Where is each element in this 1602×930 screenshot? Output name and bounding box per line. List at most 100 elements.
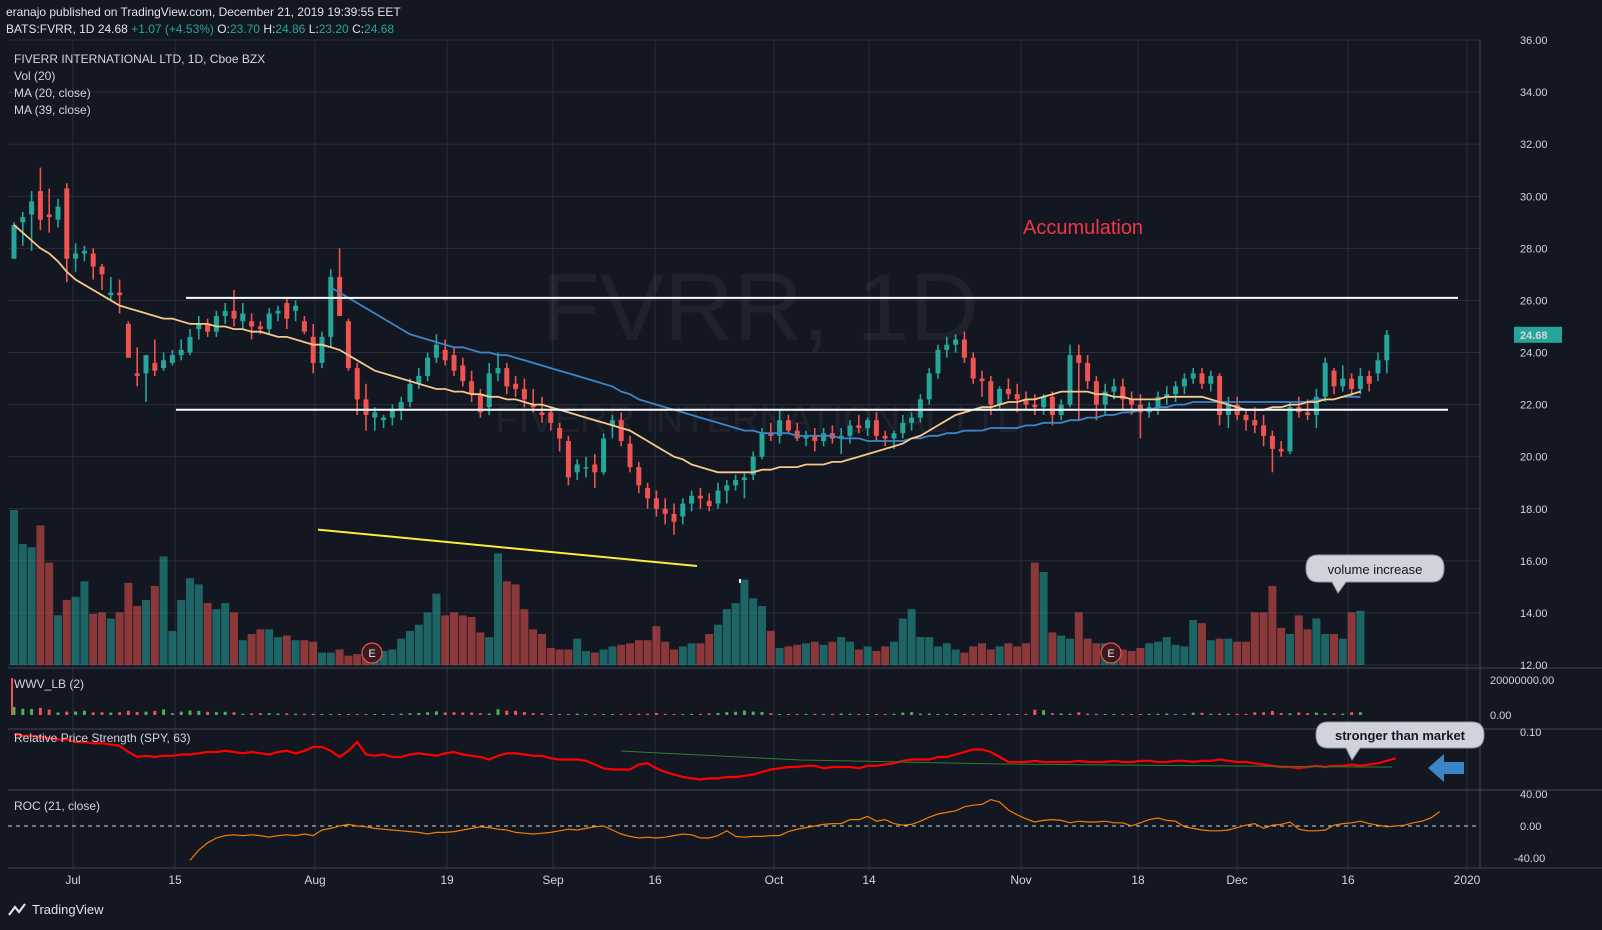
accumulation-label: Accumulation <box>1023 217 1143 239</box>
open-value: 23.70 <box>229 22 260 36</box>
candle <box>935 344 941 379</box>
volume-bar <box>784 646 793 665</box>
volume-bar <box>485 637 494 665</box>
candle <box>451 347 457 376</box>
wwv-bar <box>751 711 755 715</box>
candle <box>1181 373 1187 395</box>
candle <box>1005 378 1011 400</box>
volume-bar <box>978 643 986 665</box>
volume-bar <box>1198 623 1206 665</box>
time-tick-label: Dec <box>1226 873 1247 887</box>
candle <box>733 474 739 491</box>
candle <box>222 303 228 324</box>
candle <box>205 318 211 337</box>
wwv-bar <box>56 712 60 715</box>
roc-line <box>189 798 1440 861</box>
wwv-bar <box>179 711 183 715</box>
candle <box>557 422 563 452</box>
volume-bar <box>256 629 265 665</box>
candle <box>583 456 589 478</box>
candle <box>1190 368 1196 384</box>
tradingview-logo-icon <box>8 902 26 916</box>
wwv-bar <box>1218 713 1222 715</box>
wwv-bar <box>197 710 201 715</box>
candle <box>178 339 184 361</box>
candle <box>389 404 395 426</box>
candle <box>873 412 879 442</box>
candle <box>1173 381 1179 402</box>
volume-bar <box>863 646 872 665</box>
volume-bar <box>27 547 36 665</box>
candle <box>81 245 87 262</box>
wwv-tick-label: 0.00 <box>1490 710 1511 722</box>
volume-bar <box>18 544 27 665</box>
rps-line <box>13 733 1396 781</box>
wwv-bar <box>980 713 984 715</box>
candle <box>319 331 325 369</box>
volume-bar <box>819 644 828 665</box>
brand-label: TradingView <box>32 902 104 917</box>
volume-bar <box>828 641 837 665</box>
volume-bar <box>502 581 511 665</box>
candle <box>909 412 915 431</box>
volume-bar <box>1286 634 1294 665</box>
candle <box>477 388 483 418</box>
candle <box>900 415 906 439</box>
candle <box>433 334 439 363</box>
tradingview-brand[interactable]: TradingView <box>8 902 104 917</box>
volume-bar <box>661 641 670 665</box>
candle <box>1093 375 1099 421</box>
wwv-bar <box>417 712 421 715</box>
wwv-bar <box>496 709 500 715</box>
low-value: 23.20 <box>318 22 349 36</box>
volume-bar <box>538 634 546 665</box>
close-value: 24.68 <box>364 22 395 36</box>
time-tick-label: 2020 <box>1454 873 1481 887</box>
wwv-bar <box>470 712 474 715</box>
volume-bar <box>388 649 397 665</box>
volume-bar <box>1268 585 1277 665</box>
wwv-bar <box>962 714 966 715</box>
volume-bar <box>916 637 925 665</box>
candle <box>724 480 730 504</box>
volume-bar <box>758 606 766 665</box>
candle <box>988 375 994 415</box>
wwv-bar <box>707 713 711 715</box>
volume-bar <box>353 654 362 665</box>
volume-bar <box>423 612 432 665</box>
volume-bar <box>203 603 212 665</box>
volume-bar <box>98 612 106 665</box>
wwv-bar <box>1279 713 1283 715</box>
volume-bar <box>1136 647 1145 665</box>
wwv-bar <box>936 714 940 715</box>
candle <box>354 362 360 415</box>
candle <box>1023 391 1029 410</box>
watermark-main: FVRR, 1D <box>541 254 978 361</box>
svg-text:E: E <box>1107 648 1114 660</box>
volume-bar <box>810 641 819 665</box>
candle <box>627 435 633 473</box>
time-tick-label: 19 <box>440 873 454 887</box>
wwv-bar <box>778 714 782 715</box>
wwv-bar <box>1033 709 1037 715</box>
wwv-bar <box>1209 713 1213 715</box>
volume-bar <box>80 581 89 665</box>
candle <box>680 498 686 525</box>
roc-tick-label: 40.00 <box>1520 789 1548 801</box>
volume-bar <box>1312 618 1321 665</box>
wwv-bar <box>487 713 491 715</box>
volume-bar <box>159 556 168 665</box>
wwv-bar <box>1253 712 1257 715</box>
candle <box>460 357 466 387</box>
volume-bar <box>10 510 18 665</box>
candle <box>847 420 853 444</box>
close-label: C: <box>352 22 365 36</box>
candle <box>1067 344 1073 408</box>
wwv-bar <box>276 713 280 715</box>
wwv-bar <box>505 710 509 715</box>
wwv-bar <box>443 712 447 715</box>
volume-bar <box>1154 641 1162 665</box>
volume-bar <box>1338 638 1347 665</box>
volume-bar <box>1224 638 1233 665</box>
